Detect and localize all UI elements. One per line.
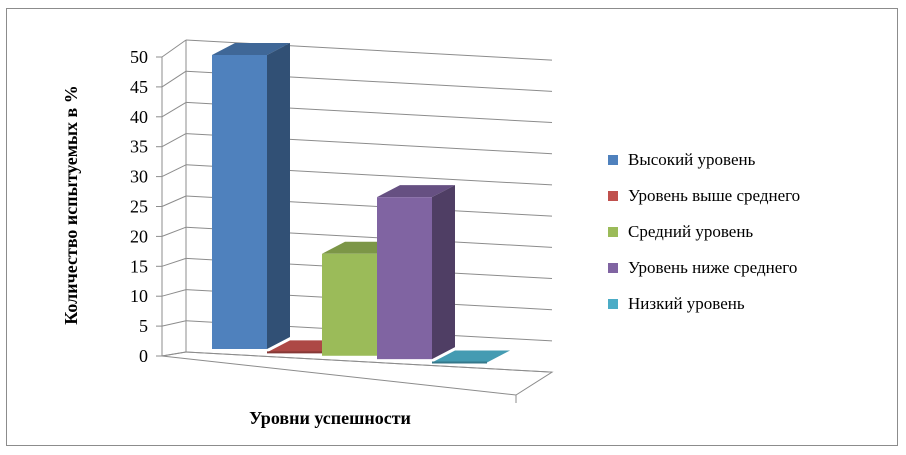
ytick-label-50: 50 (130, 47, 148, 67)
legend-label-3: Уровень ниже среднего (628, 258, 797, 277)
ytick-label-45: 45 (130, 77, 148, 97)
ytick-label-40: 40 (130, 107, 148, 127)
legend-swatch-0 (608, 155, 618, 165)
legend-swatch-4 (608, 299, 618, 309)
bar-top-0 (212, 43, 290, 55)
bar-side-3 (432, 185, 455, 360)
side-gridline-20 (161, 226, 187, 237)
side-gridline-30 (161, 164, 187, 178)
legend-swatch-3 (608, 263, 618, 273)
legend-label-0: Высокий уровень (628, 150, 756, 169)
legend-swatch-2 (608, 227, 618, 237)
side-gridline-15 (161, 257, 187, 267)
side-gridline-25 (161, 195, 187, 207)
side-gridline-50 (161, 39, 187, 58)
legend-label-2: Средний уровень (628, 222, 753, 241)
bar-front-3 (377, 197, 432, 360)
side-gridline-45 (161, 70, 187, 88)
ytick-label-10: 10 (130, 286, 148, 306)
bar-front-0 (212, 55, 267, 349)
bar-3 (377, 185, 455, 360)
y-tick-labels: 0 5 10 15 20 25 30 35 40 45 50 (130, 47, 148, 366)
ytick-label-30: 30 (130, 167, 148, 187)
side-gridline-35 (161, 133, 187, 148)
legend-label-1: Уровень выше среднего (628, 186, 800, 205)
bar-0 (212, 43, 290, 349)
ytick-label-25: 25 (130, 197, 148, 217)
ytick-label-0: 0 (139, 346, 148, 366)
bar-top-3 (377, 185, 455, 198)
y-axis-title: Количество испытуемых в % (61, 85, 81, 325)
bar-front-2 (322, 253, 377, 356)
bar-4 (432, 350, 510, 364)
bar-flat-4 (432, 350, 510, 363)
x-axis-title: Уровни успешности (249, 408, 411, 428)
side-gridline-40 (161, 101, 187, 118)
ytick-label-5: 5 (139, 316, 148, 336)
bar-side-0 (267, 43, 290, 349)
legend: Высокий уровень Уровень выше среднего Сред… (608, 150, 800, 313)
ytick-label-20: 20 (130, 226, 148, 246)
ytick-label-35: 35 (130, 137, 148, 157)
side-gridline-10 (161, 289, 187, 297)
ytick-label-15: 15 (130, 256, 148, 276)
side-gridline-5 (161, 320, 187, 327)
legend-swatch-1 (608, 191, 618, 201)
legend-label-4: Низкий уровень (628, 294, 745, 313)
floor (161, 351, 554, 396)
bars (212, 43, 510, 364)
